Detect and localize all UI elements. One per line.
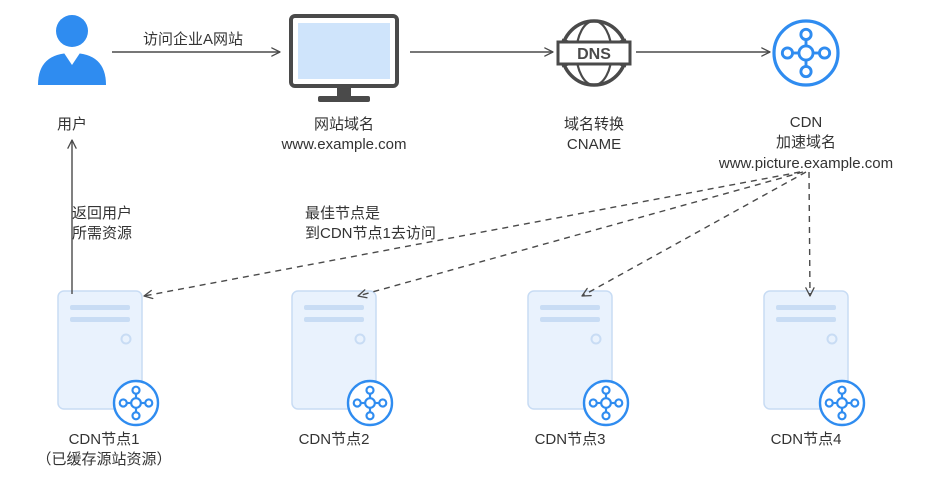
svg-text:DNS: DNS xyxy=(577,46,611,63)
srv2 xyxy=(292,291,392,425)
cdn-label: CDN加速域名www.picture.example.com xyxy=(656,113,926,174)
e_cdn_srv4 xyxy=(809,172,810,296)
monitor-icon xyxy=(291,16,397,102)
srv4 xyxy=(764,291,864,425)
cdn-hub-icon xyxy=(114,381,158,425)
cdn-hub-icon xyxy=(774,21,838,85)
e_cdn_srv1-label: 最佳节点是到CDN节点1去访问 xyxy=(305,204,565,245)
cdn-hub-icon xyxy=(584,381,628,425)
cdn-hub-icon xyxy=(348,381,392,425)
e_srv1_user-label: 返回用户所需资源 xyxy=(72,204,332,245)
cdn-hub-icon xyxy=(820,381,864,425)
diagram-canvas: DNS xyxy=(0,0,926,500)
srv4-label: CDN节点4 xyxy=(656,430,926,450)
e_user_site-label: 访问企业A网站 xyxy=(43,30,343,50)
dns-icon: DNS xyxy=(558,21,630,85)
e_cdn_srv3 xyxy=(582,172,806,296)
user-label: 用户 xyxy=(0,115,222,135)
srv1 xyxy=(58,291,158,425)
srv3 xyxy=(528,291,628,425)
